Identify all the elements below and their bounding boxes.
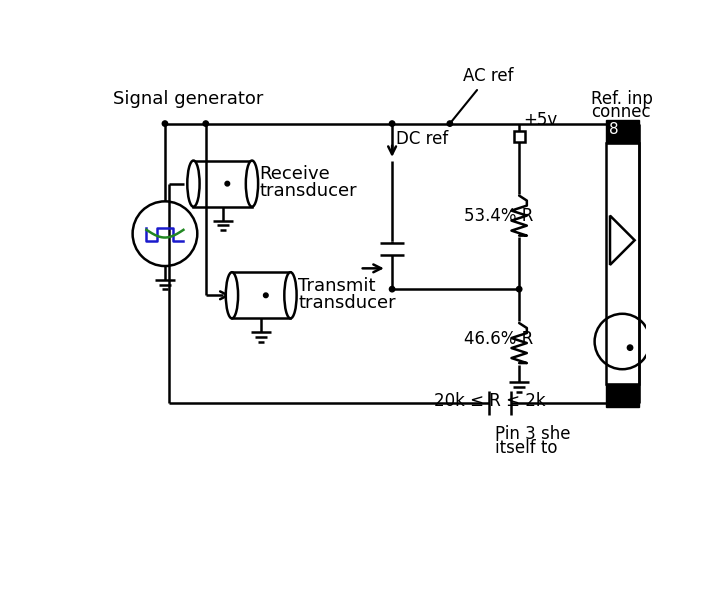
Bar — [606, 384, 639, 407]
Bar — [606, 120, 639, 143]
Text: DC ref: DC ref — [396, 130, 448, 148]
Bar — [606, 143, 639, 384]
Circle shape — [390, 286, 395, 292]
Circle shape — [390, 121, 395, 126]
Text: transducer: transducer — [298, 294, 396, 312]
Text: 8: 8 — [609, 122, 618, 137]
Circle shape — [447, 121, 453, 126]
Bar — [232, 272, 290, 319]
Bar — [194, 161, 252, 207]
Text: Ref. inp: Ref. inp — [590, 90, 652, 108]
Circle shape — [162, 121, 168, 126]
Text: Signal generator: Signal generator — [113, 90, 264, 108]
Ellipse shape — [246, 161, 258, 207]
Text: 46.6% R: 46.6% R — [464, 330, 533, 348]
Text: transducer: transducer — [260, 182, 357, 200]
Text: Transmit: Transmit — [298, 277, 376, 295]
Ellipse shape — [226, 272, 238, 319]
Text: Pin 3 she: Pin 3 she — [495, 425, 571, 443]
Circle shape — [203, 121, 209, 126]
Text: 20k ≤ R ≤ 2k: 20k ≤ R ≤ 2k — [434, 392, 546, 410]
Circle shape — [516, 286, 522, 292]
Circle shape — [225, 181, 230, 186]
Text: itself to: itself to — [495, 439, 558, 457]
Circle shape — [264, 293, 268, 298]
Text: Receive: Receive — [260, 166, 330, 184]
Ellipse shape — [284, 272, 297, 319]
Text: connec: connec — [590, 103, 650, 121]
Text: +5v: +5v — [523, 111, 557, 129]
Text: 53.4% R: 53.4% R — [464, 206, 533, 224]
Ellipse shape — [187, 161, 199, 207]
Circle shape — [627, 345, 633, 350]
Bar — [514, 131, 525, 142]
Text: AC ref: AC ref — [451, 67, 513, 121]
